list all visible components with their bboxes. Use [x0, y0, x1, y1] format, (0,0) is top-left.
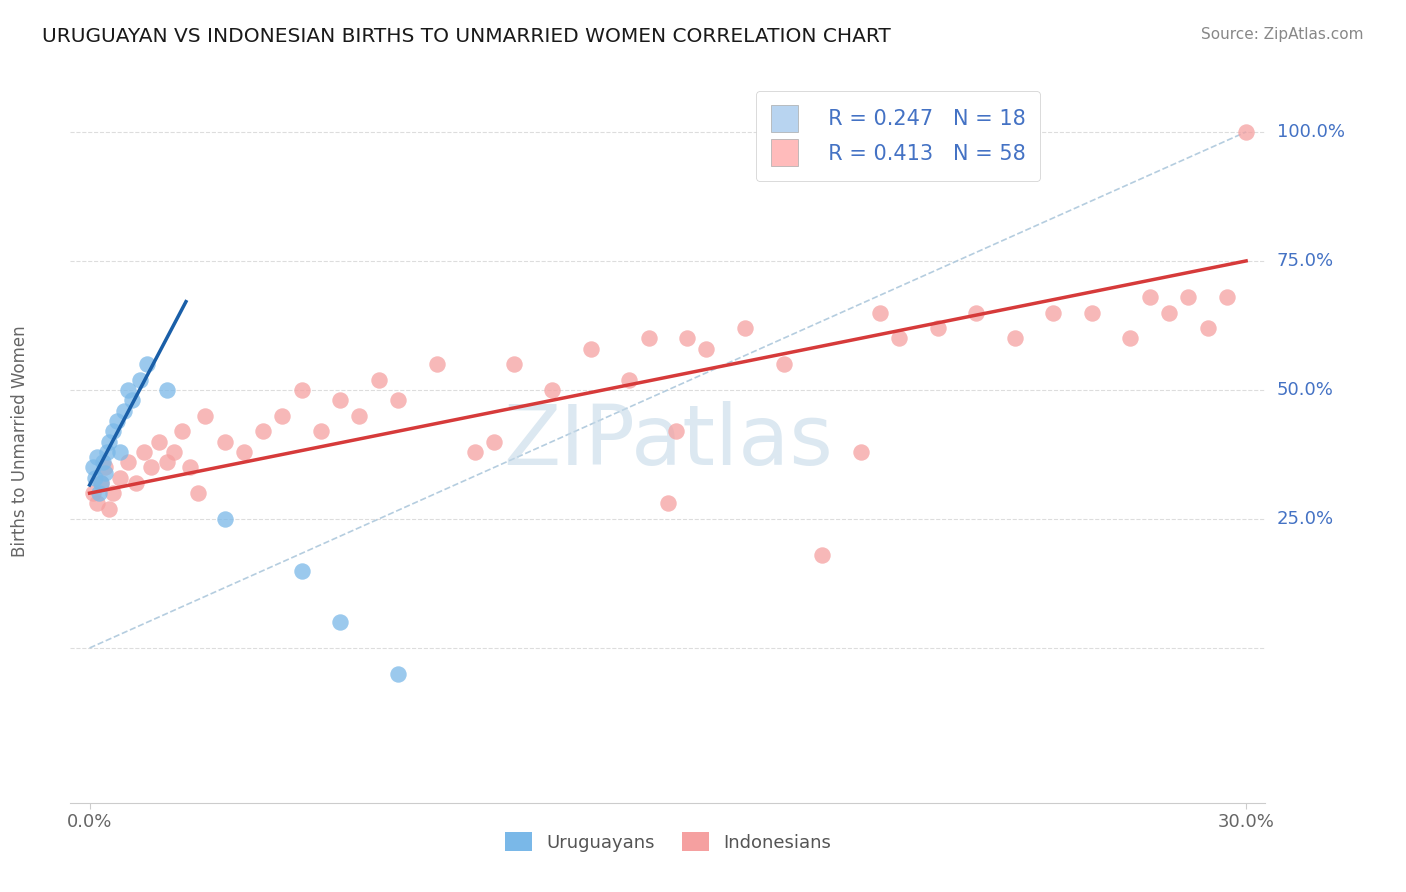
Point	[329, 615, 352, 630]
Point	[110, 445, 132, 459]
Point	[214, 434, 236, 449]
Point	[425, 357, 447, 371]
Point	[82, 486, 104, 500]
Point	[156, 455, 179, 469]
Point	[132, 445, 155, 459]
Point	[179, 460, 201, 475]
Point	[232, 445, 254, 459]
Point	[849, 445, 872, 459]
Point	[128, 373, 150, 387]
Point	[1139, 290, 1161, 304]
Point	[117, 455, 139, 469]
Point	[101, 424, 124, 438]
Point	[141, 460, 163, 475]
Point	[186, 486, 208, 500]
Point	[637, 331, 659, 345]
Point	[329, 393, 352, 408]
Point	[125, 475, 148, 490]
Point	[869, 305, 891, 319]
Point	[291, 383, 314, 397]
Point	[86, 496, 108, 510]
Point	[1177, 290, 1199, 304]
Point	[252, 424, 274, 438]
Point	[464, 445, 486, 459]
Text: 50.0%: 50.0%	[1277, 381, 1334, 399]
Point	[156, 383, 179, 397]
Point	[96, 445, 118, 459]
Point	[349, 409, 371, 423]
Text: 75.0%: 75.0%	[1277, 252, 1334, 270]
Point	[90, 475, 112, 490]
Point	[271, 409, 294, 423]
Point	[97, 501, 120, 516]
Point	[484, 434, 506, 449]
Point	[387, 666, 409, 681]
Point	[619, 373, 641, 387]
Point	[90, 475, 112, 490]
Point	[1042, 305, 1064, 319]
Point	[84, 471, 107, 485]
Point	[367, 373, 389, 387]
Point	[1004, 331, 1026, 345]
Point	[101, 486, 124, 500]
Point	[117, 383, 139, 397]
Text: URUGUAYAN VS INDONESIAN BIRTHS TO UNMARRIED WOMEN CORRELATION CHART: URUGUAYAN VS INDONESIAN BIRTHS TO UNMARR…	[42, 27, 891, 45]
Point	[97, 434, 120, 449]
Point	[163, 445, 186, 459]
Point	[927, 321, 949, 335]
Point	[811, 548, 834, 562]
Text: Source: ZipAtlas.com: Source: ZipAtlas.com	[1201, 27, 1364, 42]
Point	[148, 434, 170, 449]
Point	[541, 383, 564, 397]
Point	[1234, 125, 1257, 139]
Point	[1119, 331, 1142, 345]
Text: 100.0%: 100.0%	[1277, 123, 1346, 141]
Point	[1197, 321, 1219, 335]
Text: ZIPatlas: ZIPatlas	[503, 401, 832, 482]
Point	[291, 564, 314, 578]
Point	[194, 409, 217, 423]
Point	[105, 414, 128, 428]
Point	[172, 424, 194, 438]
Point	[734, 321, 756, 335]
Point	[121, 393, 143, 408]
Point	[695, 342, 717, 356]
Point	[657, 496, 679, 510]
Point	[387, 393, 409, 408]
Point	[1081, 305, 1104, 319]
Point	[82, 460, 104, 475]
Text: 25.0%: 25.0%	[1277, 510, 1334, 528]
Text: Births to Unmarried Women: Births to Unmarried Women	[11, 326, 30, 558]
Point	[89, 486, 111, 500]
Point	[91, 455, 114, 469]
Point	[94, 460, 117, 475]
Point	[965, 305, 987, 319]
Point	[136, 357, 159, 371]
Point	[86, 450, 108, 464]
Point	[664, 424, 686, 438]
Point	[1216, 290, 1239, 304]
Point	[772, 357, 794, 371]
Legend: Uruguayans, Indonesians: Uruguayans, Indonesians	[498, 824, 838, 859]
Point	[579, 342, 602, 356]
Point	[112, 403, 135, 417]
Point	[214, 512, 236, 526]
Point	[676, 331, 699, 345]
Point	[110, 471, 132, 485]
Point	[889, 331, 911, 345]
Point	[94, 466, 117, 480]
Point	[1157, 305, 1180, 319]
Point	[502, 357, 524, 371]
Point	[309, 424, 332, 438]
